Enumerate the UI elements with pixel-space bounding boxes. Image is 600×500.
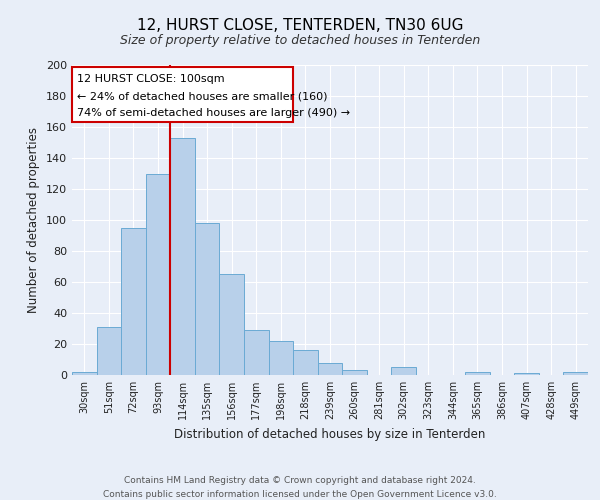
Bar [293,350,318,375]
Bar [97,327,121,375]
Bar [146,174,170,375]
Text: 12 HURST CLOSE: 100sqm: 12 HURST CLOSE: 100sqm [77,74,224,85]
Bar [342,370,367,375]
Bar [220,274,244,375]
Text: 12, HURST CLOSE, TENTERDEN, TN30 6UG: 12, HURST CLOSE, TENTERDEN, TN30 6UG [137,18,463,32]
Bar [72,66,293,122]
Bar [121,228,146,375]
Bar [269,341,293,375]
Bar [318,362,342,375]
Text: Contains HM Land Registry data © Crown copyright and database right 2024.: Contains HM Land Registry data © Crown c… [124,476,476,485]
Y-axis label: Number of detached properties: Number of detached properties [28,127,40,313]
Bar [465,372,490,375]
Bar [195,223,220,375]
Bar [391,367,416,375]
Bar [170,138,195,375]
Text: Contains public sector information licensed under the Open Government Licence v3: Contains public sector information licen… [103,490,497,499]
X-axis label: Distribution of detached houses by size in Tenterden: Distribution of detached houses by size … [175,428,485,440]
Text: Size of property relative to detached houses in Tenterden: Size of property relative to detached ho… [120,34,480,47]
Bar [72,372,97,375]
Text: ← 24% of detached houses are smaller (160): ← 24% of detached houses are smaller (16… [77,92,328,102]
Text: 74% of semi-detached houses are larger (490) →: 74% of semi-detached houses are larger (… [77,108,350,118]
Bar [514,374,539,375]
Bar [244,330,269,375]
Bar [563,372,588,375]
